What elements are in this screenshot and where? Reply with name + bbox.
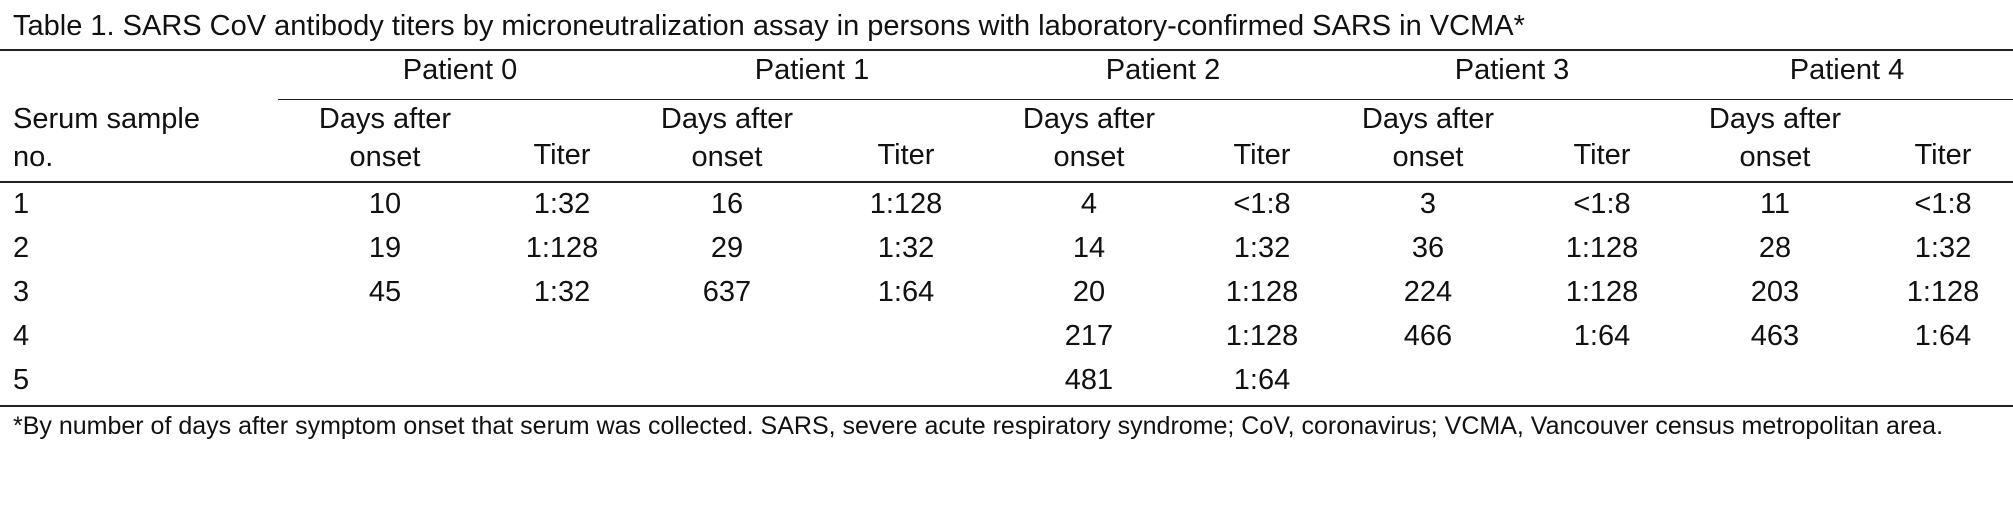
days-after-onset-header: Days after onset — [1022, 103, 1156, 173]
titer-value: 1:64 — [1914, 320, 1972, 352]
titer-value: 1:128 — [1225, 276, 1299, 308]
titer-value: 1:32 — [1914, 232, 1972, 264]
patient-3-header: Patient 3 — [1454, 54, 1570, 86]
patient-1-header: Patient 1 — [754, 54, 870, 86]
days-value: 10 — [368, 188, 402, 220]
header-bottom-rule — [0, 181, 2013, 183]
titer-header: Titer — [1233, 139, 1291, 171]
serum-sample-no: 4 — [13, 320, 30, 352]
titer-header: Titer — [533, 139, 591, 171]
patient-header-rule — [278, 99, 2013, 100]
days-value: 11 — [1759, 188, 1791, 220]
table-footnote: *By number of days after symptom onset t… — [13, 412, 1944, 440]
days-value: 463 — [1750, 320, 1800, 352]
days-value: 16 — [710, 188, 744, 220]
titer-value: <1:8 — [1233, 188, 1291, 220]
titer-header: Titer — [1573, 139, 1631, 171]
titer-value: 1:64 — [877, 276, 935, 308]
titer-value: 1:32 — [533, 188, 591, 220]
days-value: 45 — [368, 276, 402, 308]
patient-2-header: Patient 2 — [1105, 54, 1221, 86]
titer-value: 1:128 — [1565, 276, 1639, 308]
days-value: 29 — [710, 232, 744, 264]
days-value: 36 — [1411, 232, 1445, 264]
titer-value: 1:128 — [1565, 232, 1639, 264]
days-value: 20 — [1072, 276, 1106, 308]
days-value: 224 — [1403, 276, 1453, 308]
titer-header: Titer — [877, 139, 935, 171]
days-value: 3 — [1419, 188, 1437, 220]
titer-value: <1:8 — [1573, 188, 1631, 220]
titer-value: 1:128 — [1225, 320, 1299, 352]
days-after-onset-header: Days after onset — [1708, 103, 1842, 173]
patient-4-header: Patient 4 — [1789, 54, 1905, 86]
table-bottom-rule — [0, 405, 2013, 407]
titer-value: 1:64 — [1573, 320, 1631, 352]
titer-value: 1:32 — [877, 232, 935, 264]
titer-value: 1:128 — [525, 232, 599, 264]
days-after-onset-header: Days after onset — [1361, 103, 1495, 173]
titer-value: 1:64 — [1233, 364, 1291, 396]
days-value: 217 — [1064, 320, 1114, 352]
titer-header: Titer — [1914, 139, 1972, 171]
row-label-header: Serum sample no. — [13, 100, 200, 176]
days-after-onset-header: Days after onset — [660, 103, 794, 173]
days-value: 466 — [1403, 320, 1453, 352]
titer-value: <1:8 — [1914, 188, 1972, 220]
titer-value: 1:128 — [1906, 276, 1980, 308]
serum-sample-no: 3 — [13, 276, 30, 308]
table-title: Table 1. SARS CoV antibody titers by mic… — [13, 10, 1525, 42]
row-label-line1: Serum sample — [13, 103, 200, 135]
titer-value: 1:32 — [1233, 232, 1291, 264]
days-value: 637 — [702, 276, 752, 308]
serum-sample-no: 2 — [13, 232, 30, 264]
days-value: 203 — [1750, 276, 1800, 308]
serum-sample-no: 5 — [13, 364, 30, 396]
days-value: 14 — [1072, 232, 1106, 264]
days-after-onset-header: Days after onset — [318, 103, 452, 173]
days-value: 481 — [1064, 364, 1114, 396]
days-value: 4 — [1080, 188, 1098, 220]
patient-0-header: Patient 0 — [402, 54, 518, 86]
days-value: 28 — [1758, 232, 1792, 264]
top-rule — [0, 49, 2013, 51]
days-value: 19 — [368, 232, 402, 264]
titer-value: 1:32 — [533, 276, 591, 308]
serum-sample-no: 1 — [13, 188, 30, 220]
row-label-line2: no. — [13, 141, 54, 173]
titer-value: 1:128 — [869, 188, 943, 220]
